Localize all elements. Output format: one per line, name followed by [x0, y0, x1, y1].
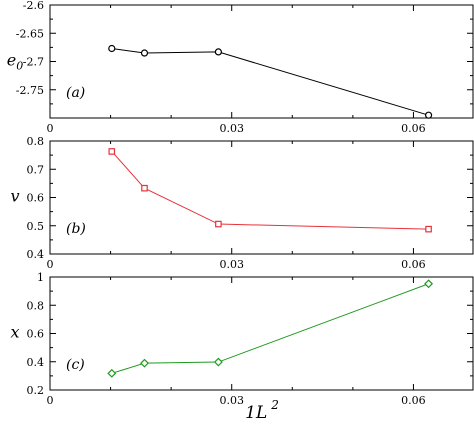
y-tick-label: 0.2	[27, 384, 45, 397]
panels: -2.6-2.65-2.7-2.750 0.03 0.06e0(a)0.40.50.…	[7, 0, 474, 407]
x-axis-title-main: 1L	[245, 403, 267, 423]
y-axis-title: v	[10, 187, 19, 206]
panel-label: (c)	[66, 357, 85, 373]
y-tick-label: 0.4	[27, 248, 45, 261]
data-point	[141, 184, 148, 192]
x-tick-label: 0.03	[219, 122, 244, 135]
x-tick-label: 0.03	[219, 394, 244, 407]
y-axis-title-sub: 0	[16, 60, 23, 73]
y-tick-label: 0.8	[27, 135, 45, 148]
y-tick-label: 0.6	[27, 328, 45, 341]
x-tick-label: 0	[47, 394, 54, 407]
data-point	[215, 220, 222, 228]
panel-2: 0.4 0.5 0.6 0.7 0.8 0 0.03 0.06 v (b)	[10, 135, 474, 271]
data-point	[108, 148, 116, 155]
y-tick-label: -2.6	[23, 0, 44, 12]
panel-3: 0.2 0.4 0.6 0.8 1 0 0.03 0.06 x (c)	[10, 271, 474, 407]
x-tick-label: 0.03	[219, 258, 244, 271]
y-tick-label: -2.75	[16, 84, 44, 97]
y-tick-label: 0.4	[27, 356, 45, 369]
panel-label: (b)	[66, 221, 86, 237]
data-point	[214, 48, 222, 56]
data-point	[424, 279, 434, 289]
y-tick-label: 0.8	[27, 299, 45, 312]
y-tick-label: 0.6	[27, 192, 45, 205]
y-tick-label: 0.7	[27, 163, 45, 176]
series-line	[111, 151, 429, 230]
y-tick-label: 0.5	[27, 220, 45, 233]
plot-frame	[49, 4, 474, 119]
series-line	[111, 48, 429, 116]
data-point	[425, 225, 432, 233]
data-point	[213, 357, 223, 367]
x-tick-label: 0.06	[401, 258, 426, 271]
data-point	[424, 111, 433, 119]
plot-frame	[49, 140, 474, 255]
y-tick-label: -2.65	[16, 27, 44, 40]
y-axis-title: x	[10, 323, 19, 342]
x-tick-label: 0	[47, 122, 54, 135]
data-point	[140, 358, 149, 368]
panel-label: (a)	[66, 85, 85, 101]
y-axis-title-main: x	[10, 323, 19, 342]
y-tick-label: -2.7	[23, 56, 44, 69]
y-tick-label: 1	[37, 271, 44, 284]
data-point	[108, 44, 116, 53]
series-line	[111, 283, 429, 374]
x-tick-label: 0	[47, 258, 54, 271]
y-axis-title: e0	[7, 51, 23, 73]
data-point	[107, 368, 117, 378]
y-axis-title-main: e	[7, 51, 16, 70]
x-tick-label: 0.06	[401, 394, 426, 407]
x-axis-title-sup: 2	[270, 398, 279, 412]
x-axis-title: 1L 2	[245, 398, 279, 423]
data-point	[140, 49, 149, 57]
x-tick-label: 0.06	[401, 122, 426, 135]
y-axis-title-main: v	[10, 187, 19, 206]
